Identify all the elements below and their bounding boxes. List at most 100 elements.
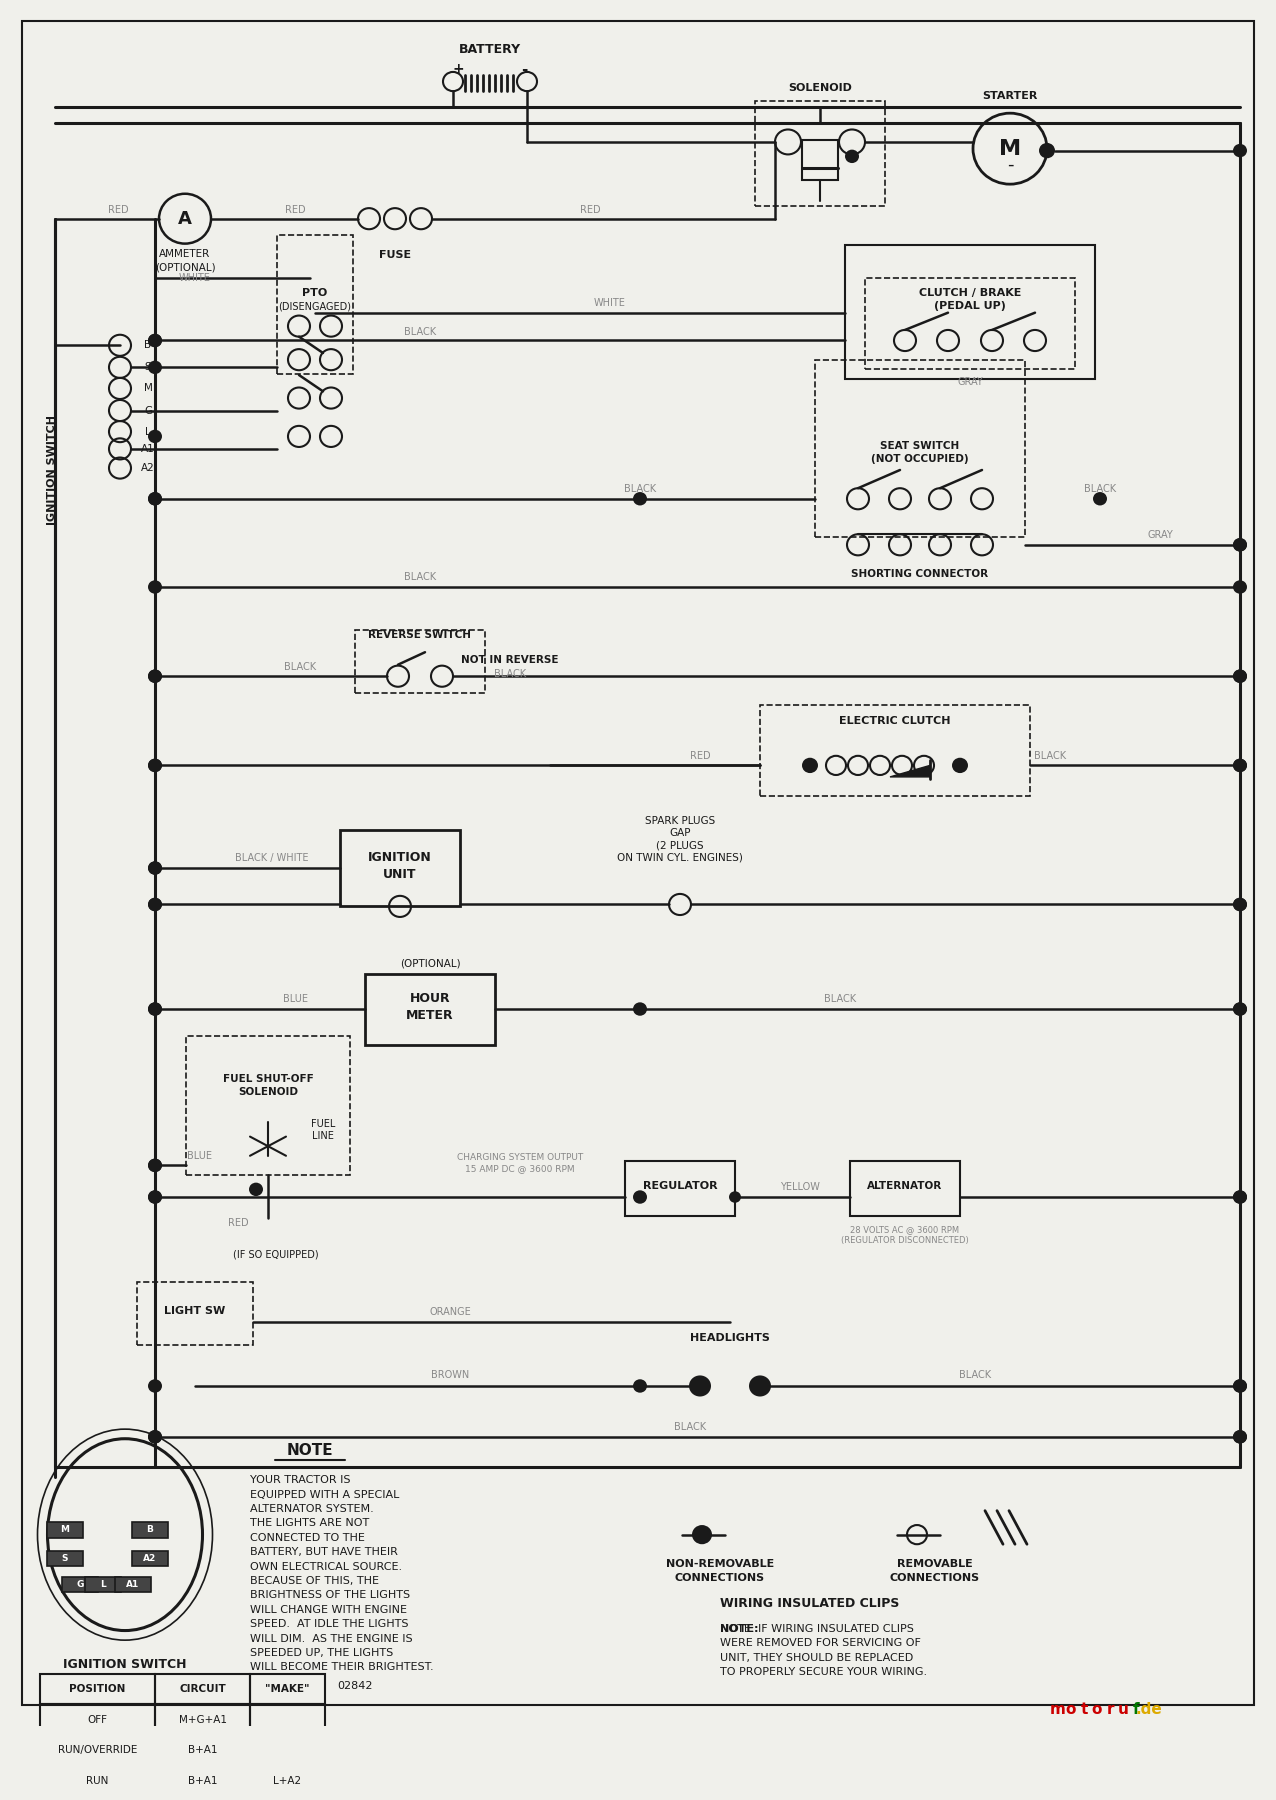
- Text: FUEL
LINE: FUEL LINE: [311, 1118, 336, 1141]
- Circle shape: [148, 1190, 162, 1204]
- Circle shape: [633, 1190, 647, 1204]
- Circle shape: [952, 758, 968, 772]
- Text: BATTERY: BATTERY: [459, 43, 521, 56]
- Text: -: -: [1007, 157, 1013, 175]
- Circle shape: [729, 1192, 741, 1202]
- Bar: [277, 236, 353, 374]
- Circle shape: [148, 430, 162, 443]
- Bar: [40, 1766, 154, 1796]
- Bar: [63, 1577, 98, 1593]
- Text: YELLOW: YELLOW: [780, 1183, 820, 1192]
- Text: BLUE: BLUE: [282, 994, 308, 1004]
- Circle shape: [1233, 580, 1247, 594]
- Circle shape: [148, 580, 162, 594]
- Text: FUEL SHUT-OFF
SOLENOID: FUEL SHUT-OFF SOLENOID: [222, 1075, 314, 1098]
- Text: IGNITION
UNIT: IGNITION UNIT: [367, 851, 431, 882]
- Text: ORANGE: ORANGE: [429, 1307, 471, 1318]
- Text: WIRING INSULATED CLIPS: WIRING INSULATED CLIPS: [720, 1597, 900, 1611]
- Bar: [186, 1035, 350, 1175]
- Polygon shape: [889, 765, 930, 778]
- Text: t: t: [1081, 1701, 1087, 1717]
- Text: RED: RED: [227, 1219, 249, 1228]
- Text: BLACK / WHITE: BLACK / WHITE: [235, 853, 309, 864]
- Circle shape: [1233, 758, 1247, 772]
- Text: B+A1: B+A1: [188, 1777, 217, 1786]
- Text: .de: .de: [1136, 1701, 1162, 1717]
- Bar: [154, 1705, 250, 1735]
- Bar: [355, 630, 485, 693]
- Text: BLACK: BLACK: [404, 328, 436, 337]
- Bar: [250, 1735, 325, 1766]
- Text: GRAY: GRAY: [1147, 531, 1173, 540]
- Circle shape: [633, 1379, 647, 1393]
- Text: NOTE: IF WIRING INSULATED CLIPS
WERE REMOVED FOR SERVICING OF
UNIT, THEY SHOULD : NOTE: IF WIRING INSULATED CLIPS WERE REM…: [720, 1624, 928, 1678]
- Text: A2: A2: [143, 1553, 157, 1562]
- Text: +: +: [452, 61, 463, 76]
- Text: (IF SO EQUIPPED): (IF SO EQUIPPED): [234, 1249, 319, 1260]
- Text: LIGHT SW: LIGHT SW: [165, 1307, 226, 1316]
- Text: CIRCUIT: CIRCUIT: [179, 1685, 226, 1694]
- Circle shape: [148, 898, 162, 911]
- Text: NOTE: NOTE: [287, 1444, 333, 1458]
- Text: B+A1: B+A1: [188, 1746, 217, 1755]
- Text: m: m: [1050, 1701, 1065, 1717]
- Bar: [40, 1674, 154, 1705]
- Bar: [154, 1735, 250, 1766]
- Text: M: M: [999, 139, 1021, 158]
- Circle shape: [1233, 670, 1247, 682]
- Text: BLACK: BLACK: [404, 572, 436, 583]
- Text: SPARK PLUGS
GAP
(2 PLUGS
ON TWIN CYL. ENGINES): SPARK PLUGS GAP (2 PLUGS ON TWIN CYL. EN…: [618, 815, 743, 862]
- Bar: [250, 1674, 325, 1705]
- Text: S: S: [144, 362, 152, 373]
- Circle shape: [148, 491, 162, 506]
- Bar: [625, 1161, 735, 1217]
- Bar: [40, 1735, 154, 1766]
- Bar: [115, 1577, 151, 1593]
- Circle shape: [749, 1375, 771, 1397]
- Circle shape: [148, 1190, 162, 1204]
- Circle shape: [148, 670, 162, 682]
- Circle shape: [148, 1159, 162, 1172]
- Text: A: A: [179, 209, 191, 227]
- Circle shape: [148, 758, 162, 772]
- Text: RED: RED: [579, 205, 600, 214]
- Text: (OPTIONAL): (OPTIONAL): [399, 959, 461, 968]
- Bar: [154, 1674, 250, 1705]
- Circle shape: [148, 1429, 162, 1444]
- Bar: [131, 1523, 168, 1537]
- Text: NOTE:: NOTE:: [720, 1624, 758, 1634]
- Circle shape: [1039, 142, 1055, 158]
- Text: CHARGING SYSTEM OUTPUT
15 AMP DC @ 3600 RPM: CHARGING SYSTEM OUTPUT 15 AMP DC @ 3600 …: [457, 1154, 583, 1174]
- Circle shape: [148, 333, 162, 347]
- Bar: [760, 706, 1030, 796]
- Circle shape: [148, 1379, 162, 1393]
- Circle shape: [1233, 1190, 1247, 1204]
- Text: BLUE: BLUE: [188, 1150, 213, 1161]
- Circle shape: [148, 898, 162, 911]
- Text: o: o: [1092, 1701, 1102, 1717]
- Bar: [339, 830, 461, 907]
- Text: HEADLIGHTS: HEADLIGHTS: [690, 1334, 769, 1343]
- Text: A2: A2: [142, 463, 154, 473]
- Text: IGNITION SWITCH: IGNITION SWITCH: [64, 1658, 186, 1670]
- Text: A1: A1: [126, 1580, 139, 1589]
- Text: RUN: RUN: [87, 1777, 108, 1786]
- Circle shape: [148, 1003, 162, 1015]
- Text: OFF: OFF: [88, 1715, 107, 1724]
- Bar: [47, 1523, 83, 1537]
- Bar: [250, 1796, 325, 1800]
- Text: REMOVABLE
CONNECTIONS: REMOVABLE CONNECTIONS: [889, 1559, 980, 1582]
- Bar: [131, 1552, 168, 1566]
- Bar: [85, 1577, 121, 1593]
- Text: FUSE: FUSE: [379, 250, 411, 261]
- Text: B: B: [144, 340, 152, 351]
- Bar: [850, 1161, 960, 1217]
- Bar: [365, 974, 495, 1046]
- Text: B: B: [147, 1525, 153, 1534]
- Text: AMMETER
(OPTIONAL): AMMETER (OPTIONAL): [154, 248, 216, 272]
- Text: M: M: [144, 383, 152, 394]
- Circle shape: [692, 1525, 712, 1544]
- Text: 02842: 02842: [337, 1681, 373, 1692]
- Text: ELECTRIC CLUTCH: ELECTRIC CLUTCH: [840, 716, 951, 725]
- Circle shape: [148, 862, 162, 875]
